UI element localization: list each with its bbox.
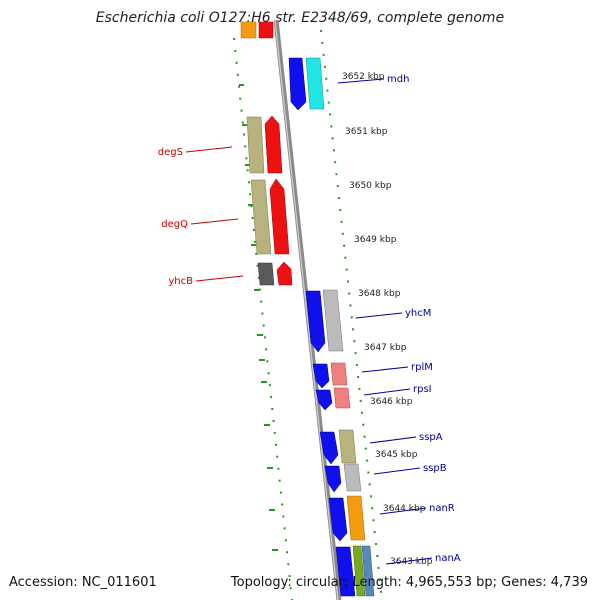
left-leader-lines (185, 146, 244, 282)
gene-degS-olive (246, 116, 265, 174)
gene-nanA-green (352, 545, 366, 597)
gene-yhcB-dark (257, 262, 275, 286)
kbp-label: 3647 kbp (364, 343, 407, 353)
gene-yhcM-blue (305, 290, 326, 353)
gene-nanR-orange (346, 495, 366, 541)
kbp-label: 3652 kbp (342, 72, 385, 82)
kbp-label: 3650 kbp (349, 181, 392, 191)
gene-label-mdh: mdh (387, 74, 409, 85)
gene-label-yhcB: yhcB (168, 276, 193, 287)
gene-orange-top-left (240, 21, 257, 39)
gene-label-nanR: nanR (429, 503, 455, 514)
gene-sspA-blue (319, 431, 339, 465)
gene-label-rpsI: rpsI (413, 384, 432, 395)
accession-text: Accession: NC_011601 (9, 575, 157, 590)
kbp-label: 3649 kbp (354, 235, 397, 245)
gene-nanR-blue (328, 497, 348, 542)
kbp-label: 3646 kbp (370, 397, 413, 407)
gene-label-degQ: degQ (161, 219, 188, 230)
kbp-label: 3645 kbp (375, 450, 418, 460)
gene-rplM-pink (330, 362, 348, 386)
gene-sspA-olive (338, 429, 357, 464)
kbp-label: 3651 kbp (345, 127, 388, 137)
gene-degS-red (264, 115, 283, 174)
gene-label-nanA: nanA (435, 553, 461, 564)
gene-yhcB-red (276, 261, 293, 286)
gene-mdh-blue (288, 57, 307, 111)
gene-label-yhcM: yhcM (405, 308, 431, 319)
gene-degQ-olive (250, 179, 272, 255)
map-title: Escherichia coli O127:H6 str. E2348/69, … (95, 10, 505, 26)
gene-label-rplM: rplM (411, 362, 433, 373)
gene-rpsI-pink (333, 387, 351, 409)
kbp-label: 3644 kbp (383, 504, 426, 514)
gene-yhcM-gray (322, 289, 344, 352)
right-leader-lines (337, 78, 433, 565)
gene-label-sspA: sspA (419, 432, 443, 443)
gene-mdh-cyan (305, 57, 325, 110)
gene-label-sspB: sspB (423, 463, 447, 474)
gene-nanA-blue (335, 546, 356, 597)
gene-nanA-steel (361, 545, 375, 597)
kbp-label: 3648 kbp (358, 289, 401, 299)
left-tick-marks (239, 84, 278, 551)
gene-rpsI-blue (315, 389, 333, 411)
kbp-label: 3643 kbp (390, 557, 433, 567)
gene-degQ-red (269, 178, 290, 255)
gene-sspB-blue (324, 465, 342, 493)
gene-rplM-blue (312, 363, 330, 389)
gene-label-degS: degS (158, 147, 183, 158)
genome-summary-text: Topology: circular; Length: 4,965,553 bp… (230, 575, 588, 590)
gene-red-top-left (258, 21, 274, 39)
genome-backbone (273, 19, 342, 600)
left-dotted-guide (233, 37, 293, 600)
genome-backbone-highlight (274, 19, 339, 600)
gene-sspB-gray (343, 463, 362, 492)
